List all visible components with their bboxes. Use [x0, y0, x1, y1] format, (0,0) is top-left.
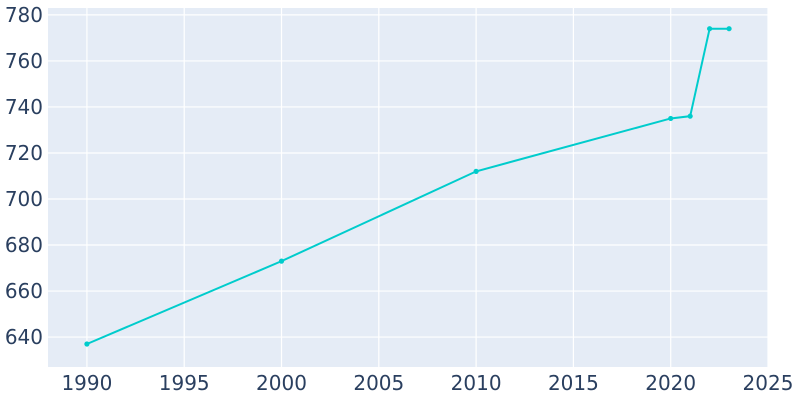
- y-tick-label: 760: [5, 49, 43, 73]
- y-tick-label: 720: [5, 141, 43, 165]
- x-tick-label: 2000: [256, 371, 307, 395]
- y-tick-label: 700: [5, 187, 43, 211]
- data-point: [278, 258, 285, 264]
- y-tick-label: 680: [5, 233, 43, 257]
- y-tick-label: 780: [5, 3, 43, 27]
- x-tick-label: 2015: [548, 371, 599, 395]
- y-axis-ticks: 640 660 680 700 720 740 760 780: [5, 3, 43, 349]
- plot-area: [48, 8, 768, 367]
- series-group: [84, 26, 732, 347]
- x-axis-ticks: 1990 1995 2000 2005 2010 2015 2020 2025: [61, 371, 793, 395]
- data-point: [84, 341, 90, 347]
- x-tick-label: 1990: [61, 371, 112, 395]
- x-tick-label: 2020: [645, 371, 696, 395]
- x-tick-label: 2005: [353, 371, 404, 395]
- x-tick-label: 2010: [451, 371, 502, 395]
- y-tick-label: 660: [5, 279, 43, 303]
- y-tick-label: 640: [5, 325, 43, 349]
- y-gridlines: [48, 14, 768, 338]
- data-point: [707, 26, 713, 32]
- x-tick-label: 2025: [743, 371, 794, 395]
- data-point: [726, 26, 732, 32]
- x-gridlines: [86, 8, 769, 367]
- y-tick-label: 740: [5, 95, 43, 119]
- x-tick-label: 1995: [159, 371, 210, 395]
- data-point: [668, 115, 674, 122]
- data-point: [687, 113, 693, 119]
- data-point: [473, 168, 479, 174]
